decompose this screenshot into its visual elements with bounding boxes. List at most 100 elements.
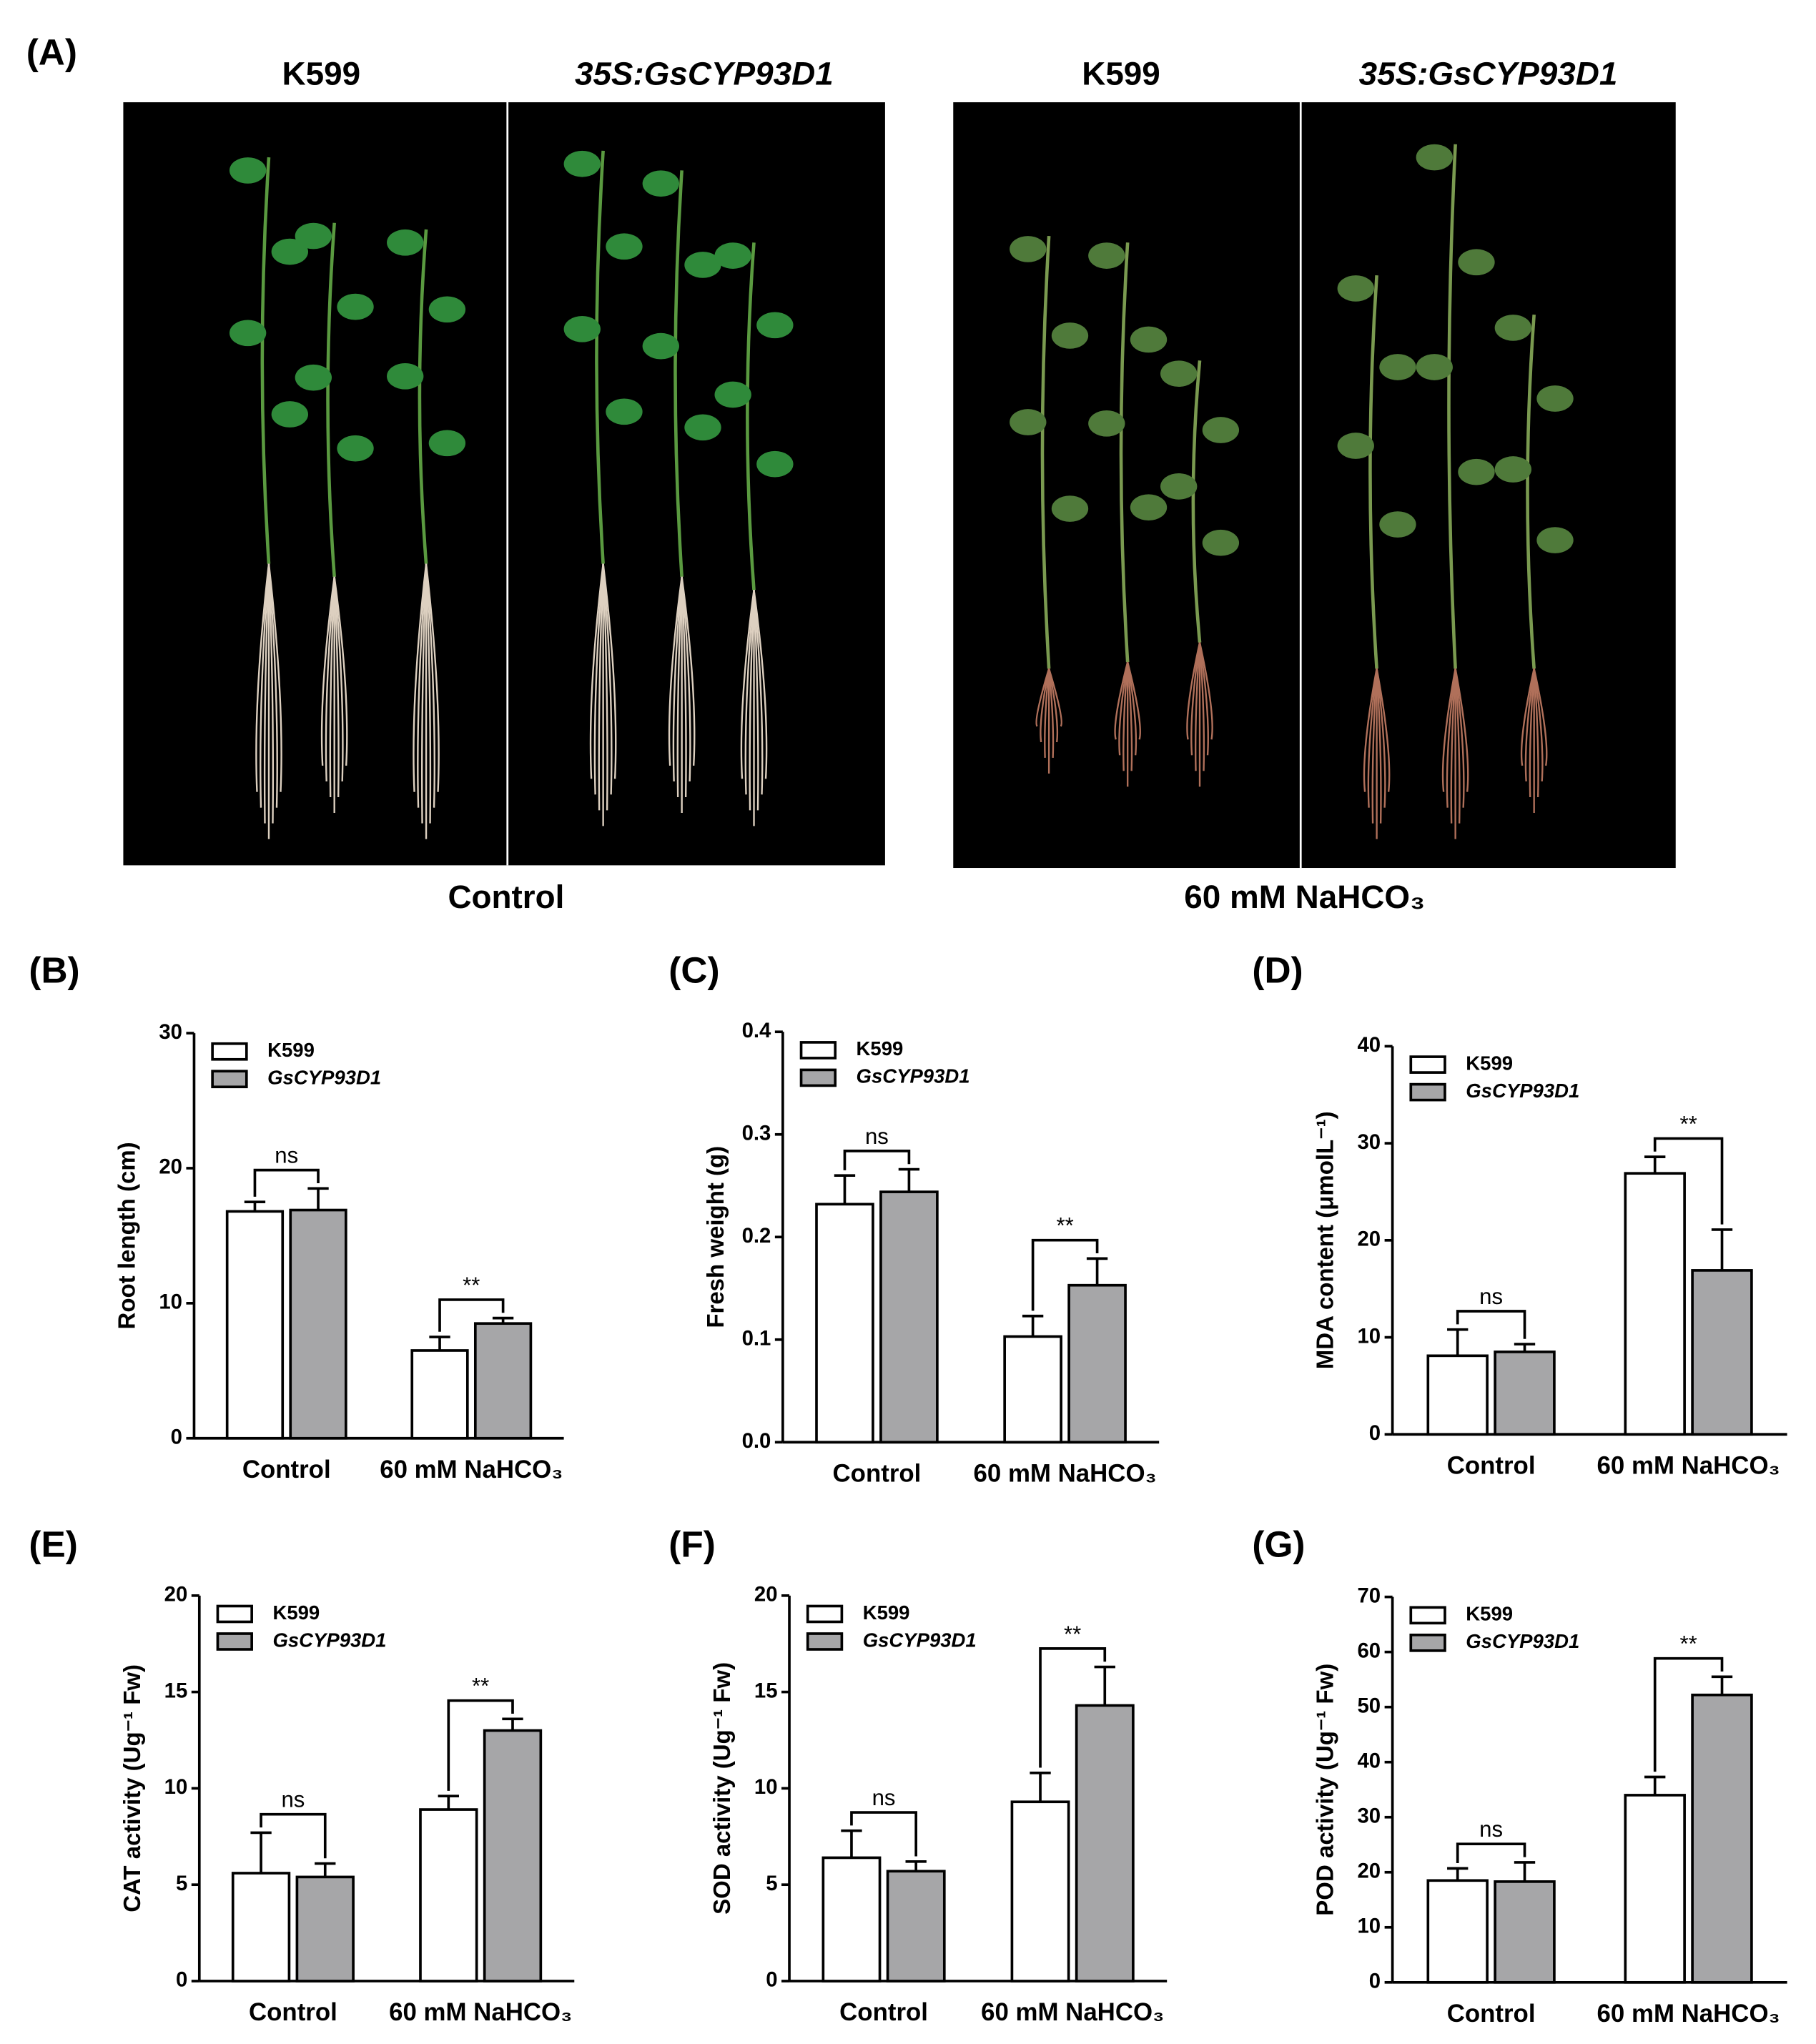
plant-root (1520, 668, 1535, 766)
plant-root (589, 563, 604, 779)
plant-leaf (1494, 315, 1532, 341)
significance-label: ** (1064, 1621, 1081, 1646)
plant-root (333, 576, 348, 766)
plant-root (1035, 668, 1050, 727)
plant-root (1533, 668, 1548, 766)
bar (483, 1729, 543, 1983)
bar (821, 1856, 882, 1983)
condition-label: Control (448, 879, 564, 915)
plant-root (1533, 668, 1544, 782)
genotype-label: 35S:GsCYP93D1 (575, 55, 834, 92)
bar (1067, 1283, 1127, 1444)
plant-leaf (1337, 433, 1374, 459)
plant-leaf (714, 381, 751, 408)
significance-label: ns (1479, 1284, 1503, 1309)
plant-leaf (1051, 495, 1089, 522)
plant-root (1114, 661, 1129, 740)
plant-root (1371, 668, 1378, 824)
plant-leaf (387, 362, 424, 390)
panel-label: (B) (29, 949, 79, 990)
photo (123, 102, 885, 866)
y-tick-label: 5 (176, 1872, 187, 1895)
significance-label: ** (463, 1273, 480, 1298)
bar (419, 1808, 478, 1983)
plant-root (740, 590, 755, 779)
legend-label: GsCYP93D1 (863, 1629, 977, 1651)
plant-leaf (1458, 458, 1495, 485)
plant-root (333, 576, 340, 798)
error-bar (1644, 1775, 1666, 1795)
plant-stem (1526, 314, 1536, 669)
x-tick-label: Control (1447, 1451, 1536, 1479)
error-bar (1022, 1314, 1044, 1337)
legend-swatch (211, 1042, 248, 1061)
plant-leaf (337, 293, 374, 320)
bar (879, 1190, 939, 1444)
plant-root (753, 590, 759, 811)
bar (1691, 1269, 1753, 1436)
error-bar (1644, 1155, 1666, 1174)
genotype-label: K599 (282, 55, 361, 92)
panel-label: (G) (1252, 1524, 1305, 1565)
legend-swatch (799, 1068, 837, 1087)
y-tick-label: 0.1 (742, 1327, 771, 1351)
plant-stem (1040, 235, 1051, 669)
y-tick-label: 30 (159, 1020, 182, 1044)
significance-bracket (843, 1150, 911, 1170)
plant-leaf (271, 401, 309, 428)
error-bar (244, 1200, 266, 1212)
x-tick-label: 60 mM NaHCO₃ (981, 1998, 1164, 2026)
plant-root (1363, 668, 1378, 792)
plant-root (672, 576, 683, 782)
panel-label: (D) (1252, 949, 1303, 990)
plant-root (267, 563, 282, 792)
plant-root (676, 576, 683, 798)
bar (231, 1872, 291, 1983)
plant-root (1047, 668, 1055, 759)
plant-leaf (1088, 410, 1125, 437)
plant-root (1198, 642, 1209, 756)
plant-root (1441, 668, 1456, 792)
bar (1426, 1879, 1489, 1984)
y-axis-label: CAT activity (Ug⁻¹ Fw) (119, 1664, 145, 1912)
y-tick-label: 0.0 (742, 1429, 771, 1453)
plant-leaf (714, 242, 751, 269)
plant-root (1376, 668, 1382, 824)
bar (1494, 1351, 1556, 1436)
legend-swatch (1409, 1055, 1446, 1074)
plant-root (417, 563, 428, 808)
x-tick-label: 60 mM NaHCO₃ (974, 1459, 1157, 1487)
error-bar (1514, 1861, 1536, 1882)
plant-leaf (563, 150, 601, 177)
plant-root (333, 576, 344, 782)
plant-root (598, 563, 604, 811)
plant-leaf (387, 229, 424, 256)
legend-label: K599 (857, 1037, 904, 1060)
plant-leaf (1130, 494, 1168, 521)
plant-root (260, 563, 270, 808)
x-tick-label: 60 mM NaHCO₃ (1597, 1451, 1780, 1479)
plant-root (1454, 668, 1465, 808)
plant-root (325, 576, 335, 782)
plant-root (1126, 661, 1138, 756)
x-tick-label: Control (242, 1456, 331, 1483)
error-bar (250, 1831, 272, 1874)
bar (815, 1203, 874, 1444)
significance-bracket (850, 1811, 918, 1857)
error-bar (898, 1167, 920, 1193)
plant-root (1376, 668, 1386, 808)
plant-stem (595, 150, 605, 564)
plant-stem (1119, 242, 1130, 663)
plant-root (1122, 662, 1129, 771)
significance-bracket (1456, 1842, 1526, 1864)
plant-root (329, 576, 335, 798)
plant-leaf (1536, 385, 1574, 412)
y-axis-label: POD activity (Ug⁻¹ Fw) (1312, 1664, 1338, 1916)
y-tick-label: 10 (1357, 1324, 1381, 1348)
significance-label: ns (275, 1143, 298, 1168)
error-bar (307, 1187, 329, 1210)
significance-bracket (1456, 1310, 1526, 1339)
y-tick-label: 10 (1357, 1915, 1381, 1938)
y-tick-label: 15 (754, 1679, 778, 1702)
plant-root (267, 563, 275, 824)
